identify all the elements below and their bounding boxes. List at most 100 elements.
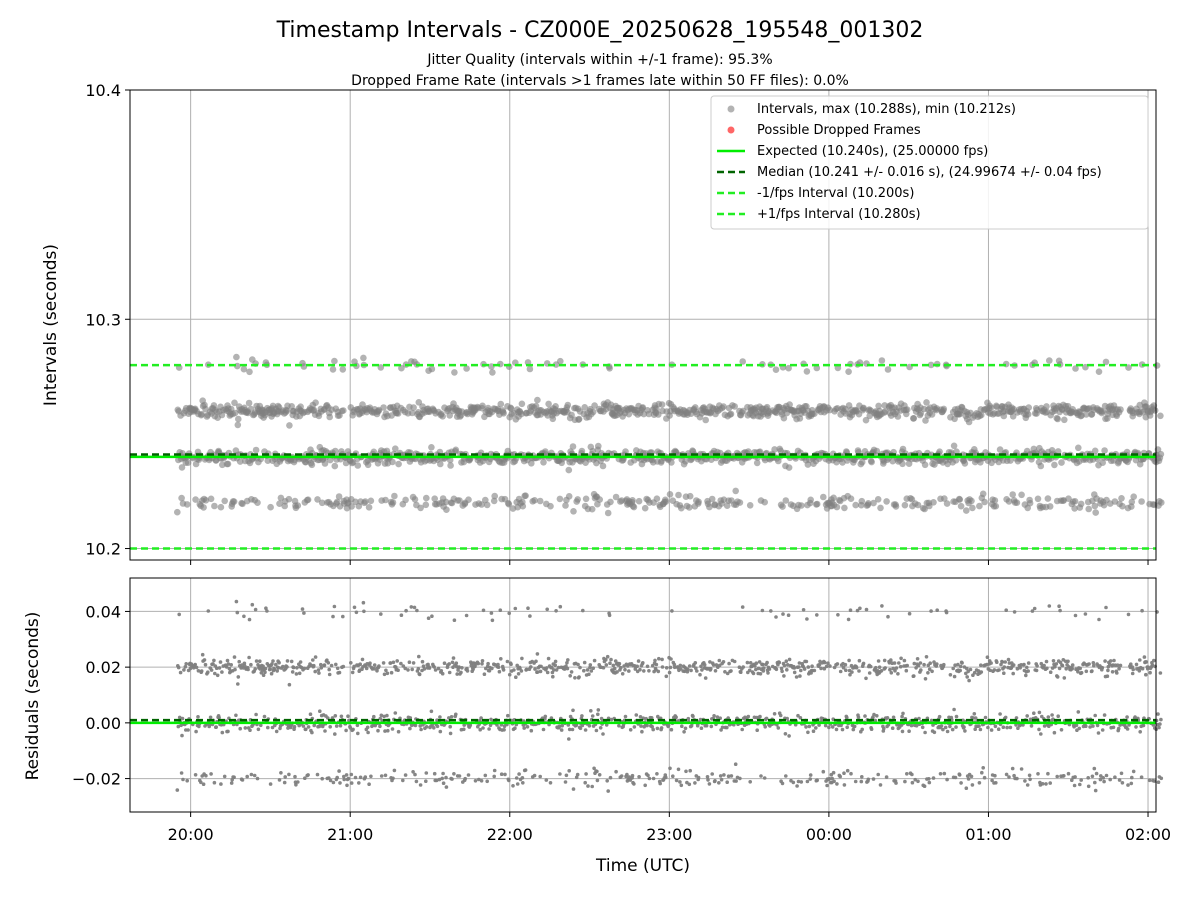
residual-point — [496, 665, 501, 669]
residual-point — [337, 670, 342, 675]
residual-point — [447, 662, 452, 666]
residual-point — [595, 769, 599, 774]
residual-point — [1101, 776, 1105, 780]
interval-point — [833, 503, 841, 511]
residual-point — [672, 662, 677, 667]
residual-point — [352, 664, 356, 669]
residual-point — [538, 669, 543, 674]
residual-point — [212, 780, 217, 785]
residual-point — [647, 776, 652, 781]
residual-point — [801, 608, 806, 612]
interval-point — [463, 365, 470, 372]
residual-point — [515, 663, 519, 668]
residual-point — [1159, 717, 1163, 722]
interval-point — [820, 493, 827, 501]
residual-point — [289, 659, 294, 664]
residual-point — [796, 713, 800, 718]
interval-point — [483, 501, 491, 509]
interval-point — [956, 496, 963, 503]
residual-point — [1058, 608, 1062, 613]
residual-point — [642, 669, 646, 673]
residual-point — [1003, 660, 1007, 664]
interval-point — [362, 498, 369, 505]
residual-point — [406, 668, 410, 672]
residual-point — [712, 714, 716, 718]
interval-point — [581, 404, 588, 411]
residual-point — [327, 776, 331, 780]
residual-point — [1003, 715, 1008, 720]
residual-point — [693, 661, 698, 665]
interval-point — [252, 446, 260, 454]
residual-point — [295, 666, 299, 670]
residual-point — [860, 775, 864, 779]
residual-point — [319, 666, 324, 670]
residual-point — [866, 777, 871, 782]
residual-point — [1072, 783, 1077, 788]
residual-point — [511, 784, 515, 788]
residual-point — [180, 716, 185, 721]
residual-point — [424, 771, 429, 775]
interval-point — [570, 508, 577, 515]
residual-point — [545, 607, 549, 612]
residual-point — [842, 783, 847, 787]
legend-box — [710, 95, 1149, 230]
residual-point — [303, 776, 307, 780]
residual-point — [566, 658, 570, 662]
residual-point — [601, 732, 605, 736]
residual-point — [894, 666, 899, 670]
residual-point — [499, 772, 504, 776]
residual-point — [1076, 670, 1080, 674]
interval-point — [622, 448, 629, 455]
residual-point — [230, 778, 234, 782]
interval-point — [402, 496, 409, 504]
interval-point — [1099, 459, 1106, 467]
residual-point — [232, 655, 237, 659]
residual-point — [669, 657, 673, 661]
residual-point — [745, 660, 750, 665]
interval-point — [736, 499, 744, 506]
residual-point — [558, 604, 563, 609]
residual-point — [753, 664, 757, 668]
residual-point — [1066, 659, 1070, 664]
residuals-plot-background — [130, 578, 1156, 812]
residual-point — [539, 664, 543, 669]
residual-point — [878, 783, 883, 787]
residual-point — [1144, 660, 1149, 664]
interval-point — [862, 416, 870, 424]
residual-point — [968, 667, 973, 672]
interval-point — [979, 490, 987, 498]
residual-point — [623, 714, 628, 719]
residual-point — [879, 669, 884, 673]
interval-point — [599, 462, 607, 470]
interval-point — [899, 460, 906, 468]
residual-point — [912, 674, 916, 678]
residual-point — [686, 667, 690, 672]
interval-point — [1013, 499, 1021, 507]
residual-point — [808, 777, 812, 781]
interval-point — [877, 504, 884, 512]
residual-point — [664, 666, 669, 670]
residual-point — [1138, 658, 1142, 662]
residual-point — [613, 659, 618, 663]
residual-point — [927, 667, 932, 672]
residual-point — [904, 668, 909, 673]
interval-point — [1095, 368, 1103, 376]
residual-point — [832, 665, 837, 670]
interval-point — [780, 414, 788, 422]
residual-point — [767, 667, 772, 671]
residual-point — [606, 789, 610, 793]
residual-point — [944, 610, 949, 615]
residual-point — [840, 727, 845, 732]
residual-point — [578, 726, 583, 731]
residual-point — [952, 707, 956, 712]
residual-point — [310, 730, 314, 735]
residual-point — [634, 713, 639, 717]
interval-point — [798, 502, 805, 509]
interval-point — [894, 413, 902, 420]
interval-point — [771, 446, 778, 453]
residual-point — [259, 723, 263, 728]
residual-point — [226, 662, 231, 666]
residual-point — [524, 667, 529, 672]
residual-point — [503, 772, 507, 777]
residual-point — [224, 665, 229, 669]
